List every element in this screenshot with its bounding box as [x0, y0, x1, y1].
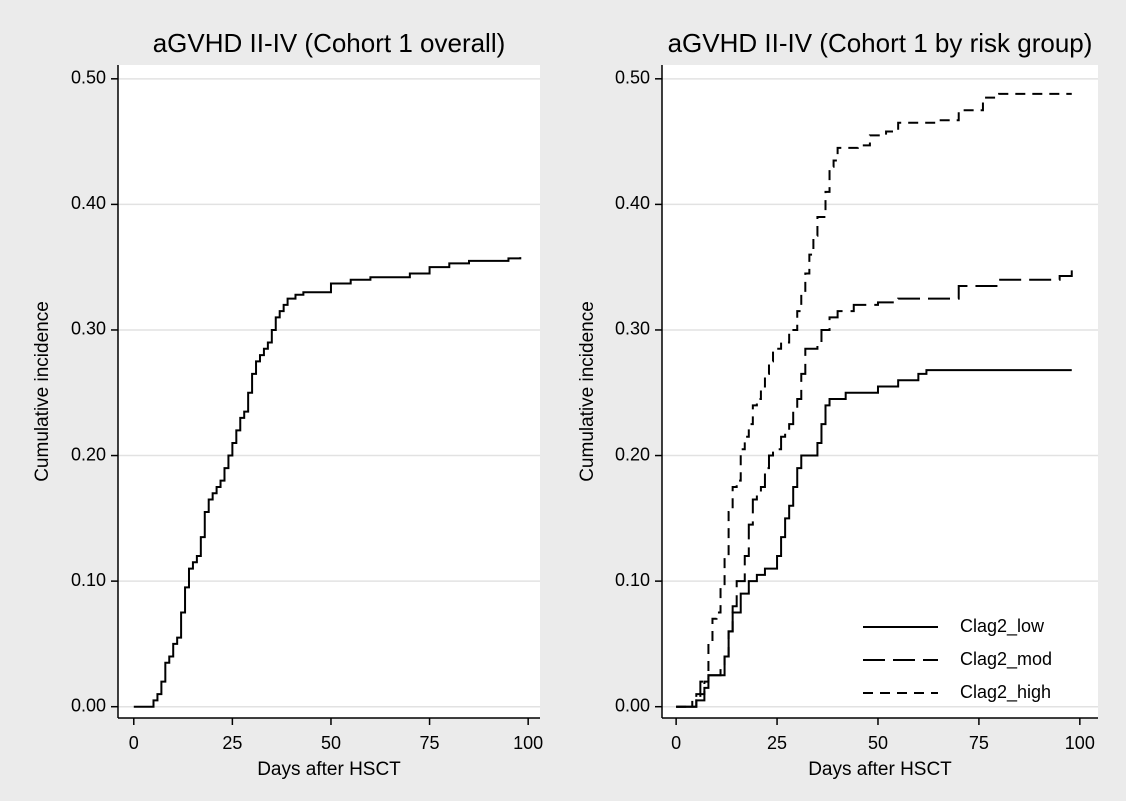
x-tick-label: 100 — [1065, 733, 1095, 753]
x-tick-label: 50 — [321, 733, 341, 753]
y-tick-label: 0.00 — [71, 695, 106, 715]
step-line — [133, 257, 522, 708]
y-tick-label: 0.10 — [71, 570, 106, 590]
x-tick-label: 25 — [767, 733, 787, 753]
legend-label: Clag2_high — [960, 682, 1051, 703]
y-tick-label: 0.00 — [615, 695, 650, 715]
x-tick-label: 25 — [222, 733, 242, 753]
y-tick-label: 0.40 — [71, 193, 106, 213]
y-tick-label: 0.10 — [615, 570, 650, 590]
y-tick-label: 0.20 — [615, 444, 650, 464]
x-tick-label: 50 — [868, 733, 888, 753]
x-axis-label: Days after HSCT — [808, 759, 952, 780]
y-tick-label: 0.40 — [615, 193, 650, 213]
x-axis-label: Days after HSCT — [257, 759, 401, 780]
x-tick-label: 0 — [671, 733, 681, 753]
y-axis-label: Cumulative incidence — [32, 301, 53, 482]
plot-area — [662, 65, 1098, 718]
x-tick-label: 100 — [513, 733, 543, 753]
x-tick-label: 75 — [420, 733, 440, 753]
plot-area — [118, 65, 540, 718]
y-axis-label: Cumulative incidence — [577, 301, 598, 482]
legend-label: Clag2_low — [960, 616, 1045, 637]
legend-label: Clag2_mod — [960, 649, 1052, 670]
x-tick-label: 0 — [129, 733, 139, 753]
y-tick-label: 0.50 — [615, 68, 650, 88]
y-tick-label: 0.30 — [615, 319, 650, 339]
chart-title: aGVHD II-IV (Cohort 1 by risk group) — [668, 28, 1093, 58]
y-tick-label: 0.20 — [71, 444, 106, 464]
y-tick-label: 0.50 — [71, 68, 106, 88]
x-tick-label: 75 — [969, 733, 989, 753]
y-tick-label: 0.30 — [71, 319, 106, 339]
chart-title: aGVHD II-IV (Cohort 1 overall) — [153, 28, 506, 58]
step-line — [676, 269, 1073, 708]
